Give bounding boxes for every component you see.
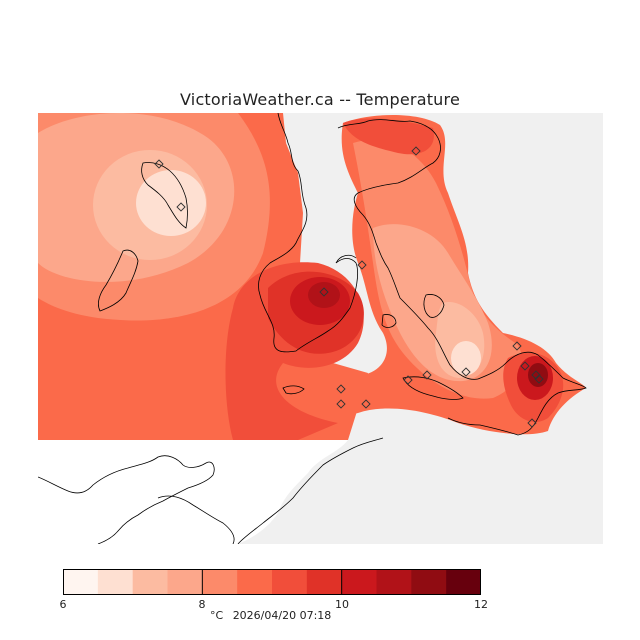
legend-swatch (63, 569, 99, 595)
east-temperature-field (298, 115, 586, 435)
legend-swatch (306, 569, 343, 595)
legend-swatch (446, 569, 481, 595)
station-icon (361, 399, 371, 409)
unit-label: °C (210, 609, 224, 622)
station-icon (176, 202, 186, 212)
station-icon (319, 287, 329, 297)
station-icon (461, 367, 471, 377)
legend-swatch (237, 569, 273, 595)
legend-tick-label: 6 (59, 598, 67, 611)
station-icon (411, 146, 421, 156)
station-icon (336, 399, 346, 409)
station-icon (336, 384, 346, 394)
station-icon (403, 375, 413, 385)
legend-swatch (411, 569, 447, 595)
color-scale-bar (63, 569, 481, 595)
west-temperature-field (38, 113, 368, 440)
legend-swatch (272, 569, 308, 595)
land-mask-south (38, 440, 348, 544)
station-markers (154, 146, 544, 428)
station-icon (531, 370, 541, 380)
station-icon (527, 418, 537, 428)
legend-caption: °C 2026/04/20 07:18 (210, 609, 337, 622)
legend-swatch (132, 569, 168, 595)
coastlines (38, 113, 587, 544)
station-icon (534, 374, 544, 384)
station-icon (512, 341, 522, 351)
legend-swatch (167, 569, 203, 595)
legend-tick-label: 10 (335, 598, 349, 611)
legend-tick-label: 8 (198, 598, 206, 611)
legend-swatch (202, 569, 238, 595)
legend-swatch (341, 569, 377, 595)
legend-tick-label: 12 (474, 598, 488, 611)
legend-swatch (97, 569, 134, 595)
timestamp: 2026/04/20 07:18 (232, 609, 332, 622)
station-icon (154, 159, 164, 169)
station-icon (422, 370, 432, 380)
station-icon (357, 260, 367, 270)
chart-title: VictoriaWeather.ca -- Temperature (180, 90, 460, 109)
station-icon (520, 361, 530, 371)
temperature-map (38, 113, 603, 544)
legend-swatch (376, 569, 412, 595)
